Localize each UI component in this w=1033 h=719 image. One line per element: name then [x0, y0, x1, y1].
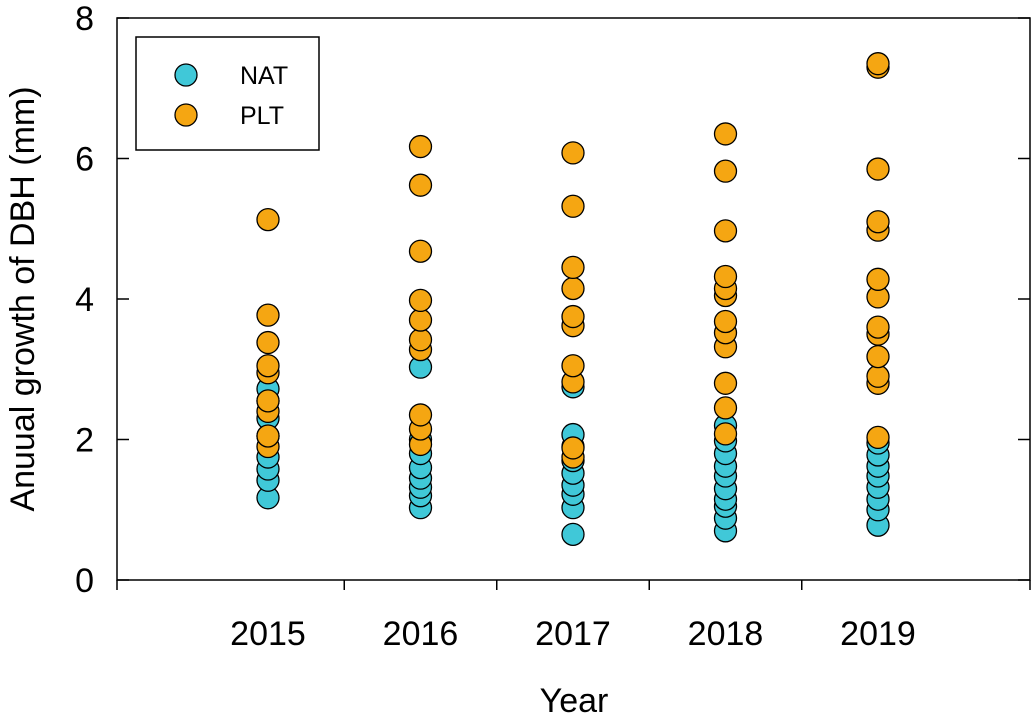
x-tick-label: 2019: [840, 615, 916, 653]
legend-marker-nat: [174, 63, 198, 87]
x-axis-title: Year: [540, 682, 609, 719]
data-point-plt: [866, 157, 890, 181]
data-point-plt: [561, 304, 585, 329]
data-point-plt: [866, 267, 890, 291]
x-tick-label: 2016: [383, 615, 459, 653]
data-point-plt: [713, 122, 738, 146]
data-point-plt: [866, 364, 890, 388]
y-tick-label: 8: [75, 0, 94, 38]
data-point-plt: [256, 303, 280, 327]
data-point-plt: [713, 422, 738, 446]
data-point-plt: [561, 255, 585, 280]
data-point-plt: [561, 276, 585, 301]
data-point-plt: [256, 207, 280, 232]
y-axis-title: Anuual growth of DBH (mm): [4, 86, 42, 511]
legend-label-plt: PLT: [240, 102, 284, 130]
series-plt: [256, 52, 890, 469]
data-point-plt: [713, 159, 738, 183]
data-point-plt: [256, 354, 280, 378]
data-point-nat: [561, 522, 585, 546]
y-tick-label: 6: [75, 141, 94, 179]
legend: NAT PLT: [135, 36, 320, 151]
data-point-plt: [866, 315, 890, 339]
data-point-plt: [256, 424, 280, 448]
data-point-plt: [866, 52, 890, 76]
data-point-plt: [866, 344, 890, 369]
data-point-plt: [713, 219, 738, 243]
data-point-plt: [256, 389, 280, 413]
data-point-plt: [713, 396, 738, 420]
data-point-plt: [408, 239, 433, 263]
x-tick-label: 2017: [535, 615, 611, 653]
y-tick-label: 4: [75, 281, 94, 319]
data-point-plt: [713, 264, 738, 289]
data-point-plt: [256, 330, 280, 355]
legend-marker-plt: [174, 103, 198, 127]
data-point-plt: [408, 134, 433, 159]
data-points: [256, 52, 890, 546]
data-point-plt: [866, 425, 890, 450]
data-point-plt: [408, 173, 433, 197]
y-tick-label: 0: [75, 562, 94, 600]
data-point-plt: [713, 309, 738, 334]
data-point-plt: [408, 308, 433, 332]
data-point-plt: [561, 194, 585, 218]
data-point-plt: [561, 141, 585, 165]
data-point-plt: [561, 354, 585, 378]
y-axis-ticks: 0 2 4 6 8: [75, 0, 1030, 600]
x-tick-label: 2015: [230, 615, 306, 653]
x-tick-label: 2018: [688, 615, 764, 653]
x-axis-ticks: 2015 2016 2017 2018 2019: [116, 580, 1031, 653]
y-tick-label: 2: [75, 422, 94, 460]
legend-label-nat: NAT: [240, 62, 288, 90]
data-point-plt: [866, 210, 890, 234]
legend-box: [135, 36, 320, 151]
data-point-plt: [408, 328, 433, 352]
data-point-plt: [561, 436, 585, 460]
data-point-plt: [408, 403, 433, 427]
data-point-plt: [408, 288, 433, 313]
data-point-plt: [713, 371, 738, 395]
